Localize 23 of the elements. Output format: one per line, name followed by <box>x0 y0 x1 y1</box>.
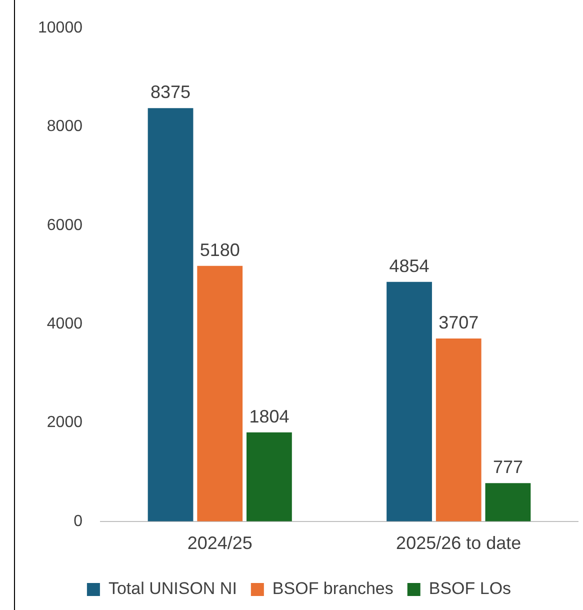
data-label: 5180 <box>200 240 240 260</box>
bar <box>148 108 194 522</box>
x-tick-label: 2025/26 to date <box>396 533 522 554</box>
legend-label: BSOF branches <box>272 579 394 598</box>
y-tick-label: 10000 <box>38 19 83 36</box>
data-label: 8375 <box>150 82 191 102</box>
y-tick-label: 8000 <box>46 118 83 136</box>
bar <box>485 483 531 522</box>
y-tick-label: 0 <box>74 512 83 530</box>
legend-label: Total UNISON NI <box>108 579 237 598</box>
data-label: 4854 <box>389 256 430 276</box>
y-tick-label: 2000 <box>46 414 83 432</box>
y-tick-label: 6000 <box>46 216 83 234</box>
legend-label: BSOF LOs <box>428 579 512 598</box>
x-tick-label: 2024/25 <box>187 533 252 554</box>
data-label: 1804 <box>249 406 290 426</box>
data-label: 3707 <box>438 312 479 332</box>
bar <box>197 266 243 522</box>
bar <box>246 432 292 522</box>
bar <box>386 282 432 522</box>
bar <box>436 338 482 522</box>
y-tick-label: 4000 <box>46 315 83 332</box>
data-label: 777 <box>492 457 523 478</box>
